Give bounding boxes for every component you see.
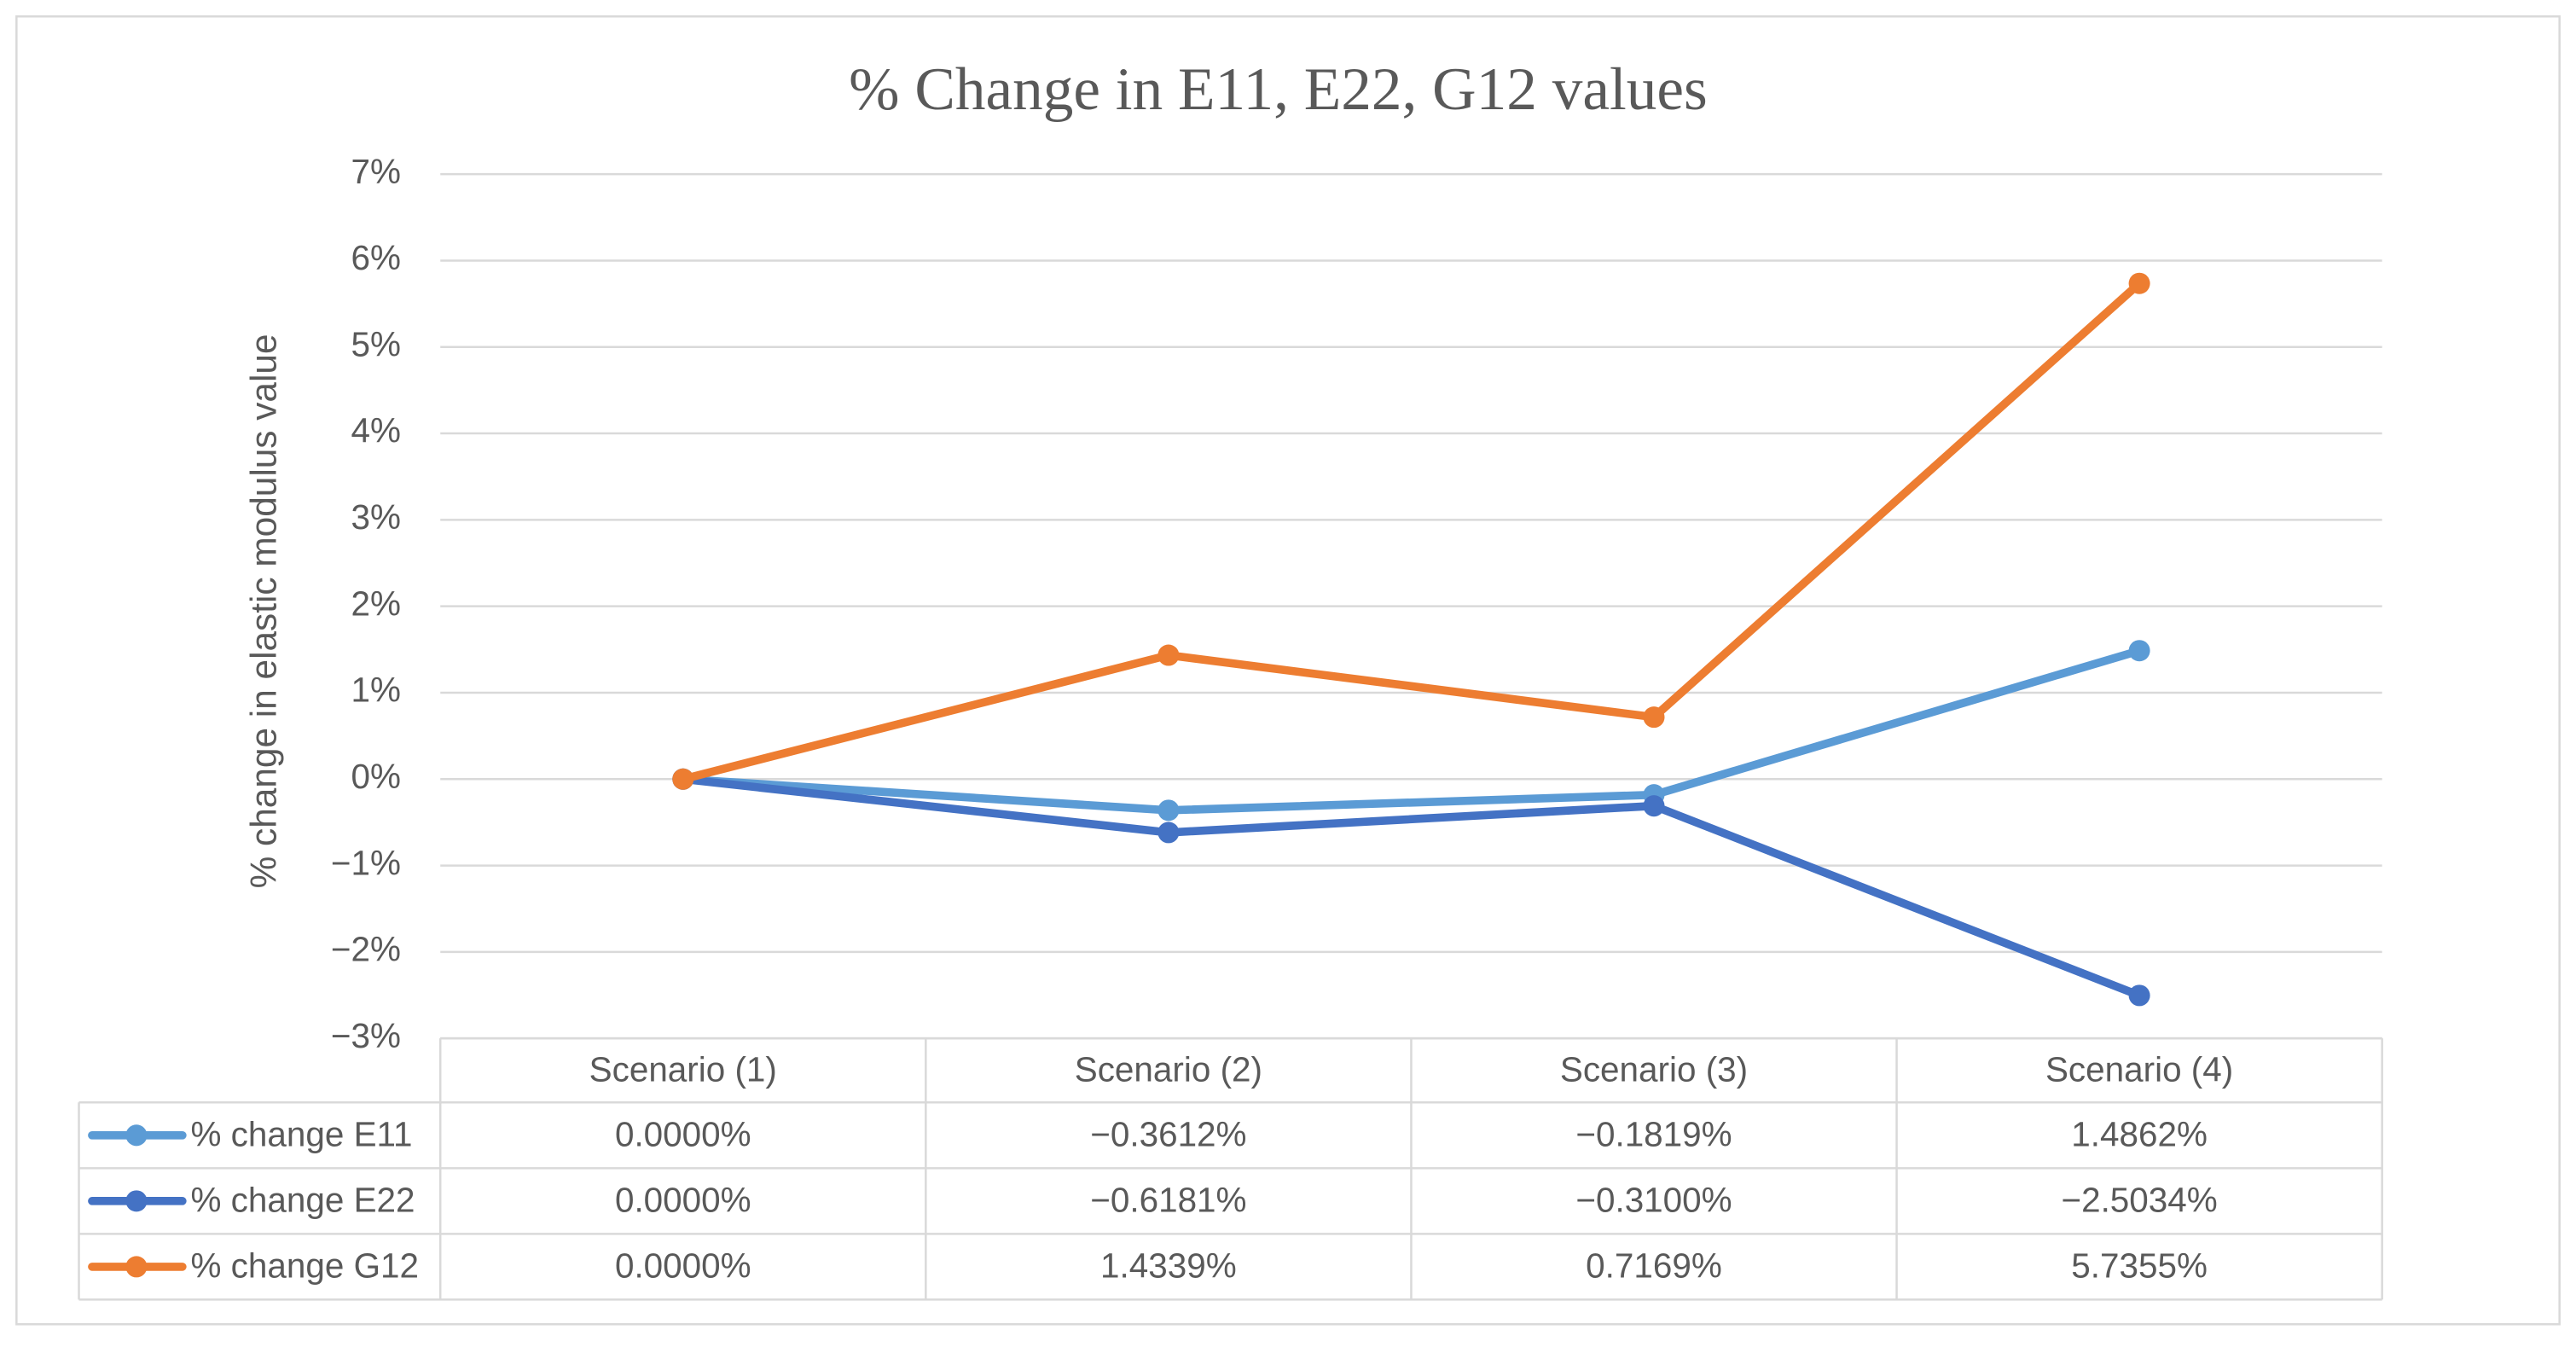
table-value: 0.7169% xyxy=(1586,1246,1722,1286)
series-line xyxy=(678,279,2144,784)
table-value: −2.5034% xyxy=(2061,1180,2217,1219)
legend-key-marker xyxy=(125,1190,148,1212)
series-line xyxy=(678,775,2144,1000)
legend-key-marker xyxy=(125,1124,148,1147)
legend-label: % change G12 xyxy=(190,1246,419,1286)
table-value: −0.6181% xyxy=(1090,1180,1246,1219)
x-tick-label: Scenario (1) xyxy=(589,1049,777,1089)
y-axis-label: % change in elastic modulus value xyxy=(243,334,283,888)
table-value: −0.3612% xyxy=(1090,1114,1246,1153)
y-tick-label: −2% xyxy=(331,930,401,969)
table-value: 1.4862% xyxy=(2071,1114,2208,1153)
data-point xyxy=(2128,640,2150,662)
table-value: 0.0000% xyxy=(615,1114,751,1153)
y-tick-label: 2% xyxy=(351,584,401,623)
y-tick-label: 1% xyxy=(351,671,401,710)
y-tick-label: 5% xyxy=(351,324,401,363)
table-value: 0.0000% xyxy=(615,1246,751,1286)
data-point xyxy=(1157,644,1180,666)
y-tick-label: −1% xyxy=(331,843,401,882)
data-point xyxy=(2128,272,2150,294)
legend-label: % change E22 xyxy=(190,1180,415,1219)
table-value: −0.1819% xyxy=(1575,1114,1732,1153)
data-point xyxy=(1643,795,1665,817)
x-tick-label: Scenario (4) xyxy=(2045,1049,2233,1089)
table-value: 5.7355% xyxy=(2071,1246,2208,1286)
table-value: 0.0000% xyxy=(615,1180,751,1219)
data-point xyxy=(672,768,694,790)
legend-label: % change E11 xyxy=(190,1114,412,1153)
y-tick-label: 7% xyxy=(351,152,401,191)
x-tick-label: Scenario (3) xyxy=(1560,1049,1748,1089)
data-point xyxy=(1643,706,1665,729)
y-tick-label: 6% xyxy=(351,238,401,277)
data-point xyxy=(1157,799,1180,822)
table-value: −0.3100% xyxy=(1575,1180,1732,1219)
y-tick-label: 4% xyxy=(351,411,401,450)
y-tick-label: 3% xyxy=(351,497,401,537)
table-value: 1.4339% xyxy=(1100,1246,1237,1286)
y-tick-label: 0% xyxy=(351,757,401,796)
data-point xyxy=(1157,822,1180,844)
y-tick-label: −3% xyxy=(331,1016,401,1055)
x-tick-label: Scenario (2) xyxy=(1075,1049,1262,1089)
data-point xyxy=(2128,984,2150,1007)
chart-title: % Change in E11, E22, G12 values xyxy=(849,56,1708,123)
series-line xyxy=(678,646,2144,815)
legend-key-marker xyxy=(125,1256,148,1278)
